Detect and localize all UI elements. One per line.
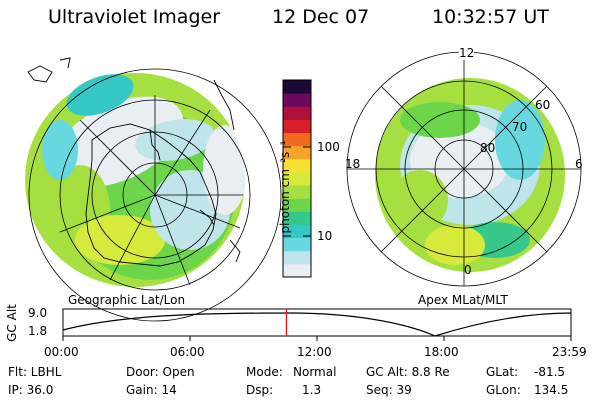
mlt-label-0: 0 [464, 263, 472, 277]
instrument-title: Ultraviolet Imager [48, 6, 220, 28]
time-tick-0600: 06:00 [170, 345, 205, 359]
right-grid [347, 52, 581, 286]
ip-readout: IP: 36.0 [8, 383, 53, 397]
time-tick-0000: 00:00 [44, 345, 79, 359]
mlat-label-70: 70 [512, 120, 527, 134]
mlt-label-12: 12 [459, 46, 474, 60]
glat-value: -81.5 [534, 365, 565, 379]
glon-label: GLon: [486, 383, 521, 397]
filter-readout: Flt: LBHL [8, 365, 61, 379]
time-tick-1800: 18:00 [424, 345, 459, 359]
mlat-label-60: 60 [535, 98, 550, 112]
glat-label: GLat: [486, 365, 518, 379]
right-map-caption: Apex MLat/MLT [418, 293, 508, 307]
altitude-curve [63, 313, 571, 336]
glon-value: 134.5 [534, 383, 568, 397]
colorbar-unit-label: photon cm⁻²s⁻¹ [278, 107, 292, 267]
time-tick-1200: 12:00 [297, 345, 332, 359]
altitude-plot [63, 309, 571, 341]
sequence-readout: Seq: 39 [366, 383, 412, 397]
altitude-tick-1-8: 1.8 [28, 324, 47, 338]
mode-label: Mode: [246, 365, 283, 379]
colorbar-tick-label-100: 100 [317, 140, 340, 154]
observation-date: 12 Dec 07 [272, 6, 369, 28]
gain-readout: Gain: 14 [126, 383, 177, 397]
left-map-caption: Geographic Lat/Lon [68, 293, 185, 307]
colorbar-band [283, 80, 311, 94]
observation-time: 10:32:57 UT [432, 6, 549, 28]
mlt-label-6: 6 [575, 157, 583, 171]
mlat-label-80: 80 [480, 141, 495, 155]
time-tick-2359: 23:59 [552, 345, 587, 359]
door-readout: Door: Open [126, 365, 195, 379]
mode-value: Normal [293, 365, 336, 379]
dsp-label: Dsp: [246, 383, 273, 397]
mlt-label-18: 18 [345, 157, 360, 171]
altitude-tick-9-0: 9.0 [28, 306, 47, 320]
gc-altitude-readout: GC Alt: 8.8 Re [366, 365, 450, 379]
colorbar-tick-label-10: 10 [317, 229, 332, 243]
altitude-axis-label: GC Alt [5, 303, 19, 343]
dsp-value: 1.3 [302, 383, 321, 397]
colorbar-band [283, 93, 311, 107]
